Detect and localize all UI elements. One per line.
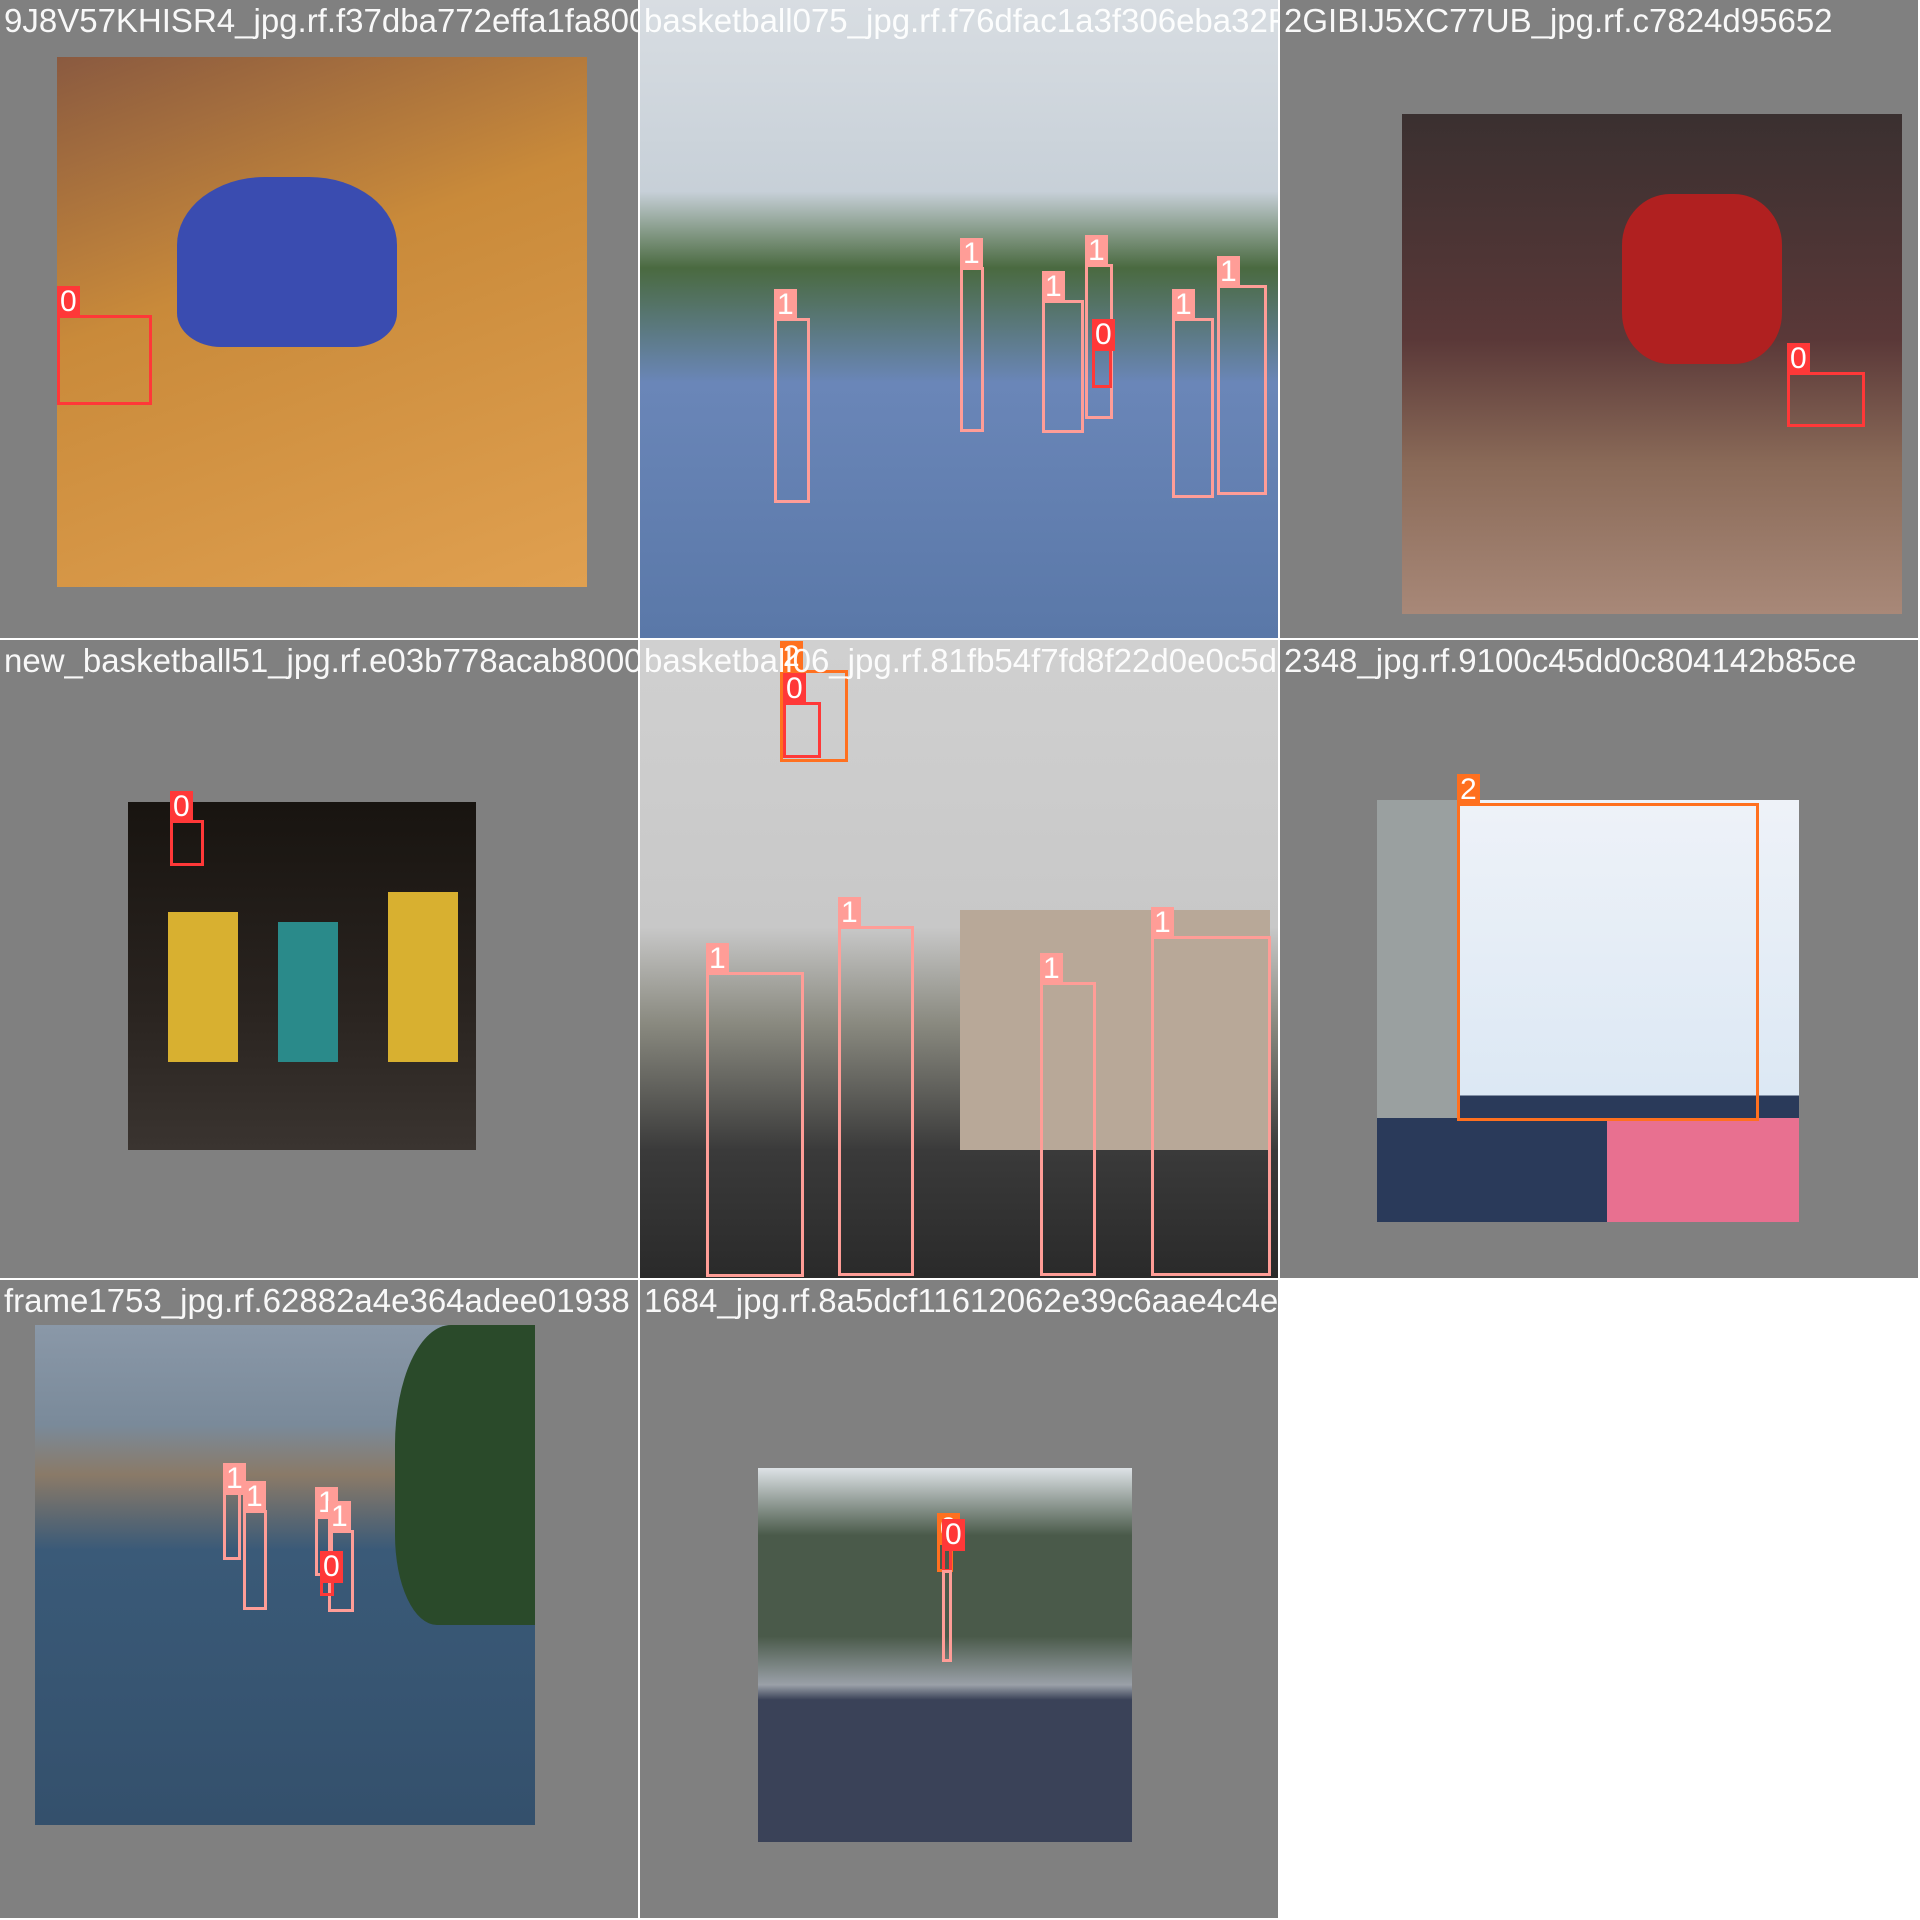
detection-label: 0 (170, 791, 193, 823)
player-figure (1622, 194, 1782, 364)
detection-box: 2 (780, 641, 848, 762)
grid-separator (1278, 0, 1280, 1920)
mosaic-tile-3: 0 2GIBIJ5XC77UB_jpg.rf.c7824d95652 (1280, 0, 1918, 638)
player-figure (278, 922, 338, 1062)
detection-label: 0 (942, 1519, 965, 1551)
detection-label: 1 (328, 1501, 351, 1533)
detection-box: 1 (1217, 256, 1267, 495)
detection-box: 0 (57, 286, 152, 405)
detection-label: 1 (960, 238, 983, 270)
detection-label: 1 (243, 1481, 266, 1513)
tile-photo (640, 640, 1278, 1278)
detection-label: 1 (1042, 271, 1065, 303)
tile-photo (57, 57, 587, 587)
player-figure (388, 892, 458, 1062)
detection-label: 2 (1457, 774, 1480, 806)
tile-filename: frame1753_jpg.rf.62882a4e364adee01938 (4, 1282, 630, 1319)
mosaic-tile-8: 0 0 1684_jpg.rf.8a5dcf11612062e39c6aae4c… (640, 1280, 1278, 1918)
detection-label: 0 (783, 673, 806, 705)
detection-box: 1 (1040, 953, 1096, 1276)
mosaic-tile-5: 2 0 1 1 1 1 basketball06_jpg.rf.81fb54f7… (640, 640, 1278, 1278)
detection-label: 1 (774, 289, 797, 321)
tree (395, 1325, 535, 1625)
tile-filename: 1684_jpg.rf.8a5dcf11612062e39c6aae4c4ed5 (644, 1282, 1278, 1319)
grid-separator (0, 638, 1920, 640)
player-figure (168, 912, 238, 1062)
detection-label: 1 (706, 943, 729, 975)
grid-separator (638, 0, 640, 1920)
building (960, 910, 1270, 1150)
detection-box: 1 (223, 1463, 246, 1560)
detection-label: 0 (1787, 343, 1810, 375)
detection-box: 0 (1092, 319, 1115, 388)
tile-filename: new_basketball51_jpg.rf.e03b778acab80003… (4, 642, 638, 679)
tile-photo (1402, 114, 1902, 614)
player-figure (177, 177, 397, 347)
tile-filename: 2GIBIJ5XC77UB_jpg.rf.c7824d95652 (1284, 2, 1833, 39)
detection-label: 0 (320, 1551, 343, 1583)
detection-box: 1 (1042, 271, 1084, 433)
mosaic-tile-6: 2 2348_jpg.rf.9100c45dd0c804142b85ce (1280, 640, 1918, 1278)
detection-box: 1 (328, 1501, 354, 1612)
detection-box: 1 (774, 289, 810, 503)
banner (1607, 1118, 1799, 1222)
detection-box: 1 (1151, 907, 1271, 1276)
detection-label: 1 (1085, 235, 1108, 267)
detection-label: 1 (1172, 289, 1195, 321)
detection-box: 0 (1787, 343, 1865, 427)
detection-box: 0 (320, 1551, 343, 1596)
detection-label: 0 (57, 286, 80, 318)
tile-photo (1377, 800, 1799, 1222)
detection-box: 1 (838, 897, 914, 1276)
detection-box: 0 (783, 673, 821, 758)
tile-filename: 9J8V57KHISR4_jpg.rf.f37dba772effa1fa8008… (4, 2, 638, 39)
tile-photo (640, 0, 1278, 638)
detection-box: 1 (1172, 289, 1214, 498)
detection-label: 1 (1151, 907, 1174, 939)
grid-separator (0, 1278, 1920, 1280)
pole (1377, 800, 1457, 1118)
mosaic-tile-1: 0 9J8V57KHISR4_jpg.rf.f37dba772effa1fa80… (0, 0, 638, 638)
detection-box (942, 1570, 952, 1662)
tile-filename: 2348_jpg.rf.9100c45dd0c804142b85ce (1284, 642, 1857, 679)
detection-label: 1 (223, 1463, 246, 1495)
detection-label: 0 (1092, 319, 1115, 351)
detection-box: 1 (960, 238, 984, 432)
tile-photo (128, 802, 476, 1150)
tile-photo (35, 1325, 535, 1825)
detection-box: 0 (942, 1519, 965, 1572)
detection-label: 1 (1217, 256, 1240, 288)
mosaic-tile-4: 0 new_basketball51_jpg.rf.e03b778acab800… (0, 640, 638, 1278)
detection-box: 1 (243, 1481, 267, 1610)
detection-label: 2 (780, 641, 803, 673)
detection-label: 1 (1040, 953, 1063, 985)
detection-box: 2 (1457, 774, 1759, 1121)
detection-label: 1 (838, 897, 861, 929)
detection-box: 0 (170, 791, 204, 866)
mosaic-tile-2: 1 1 1 1 0 1 1 basketball075_jpg.rf.f76df… (640, 0, 1278, 638)
tile-filename: basketball06_jpg.rf.81fb54f7fd8f22d0e0c5… (644, 642, 1278, 679)
mosaic-tile-7: 1 1 1 1 0 frame1753_jpg.rf.62882a4e364ad… (0, 1280, 638, 1918)
tile-filename: basketball075_jpg.rf.f76dfac1a3f306eba32… (644, 2, 1278, 39)
detection-box: 1 (706, 943, 804, 1277)
